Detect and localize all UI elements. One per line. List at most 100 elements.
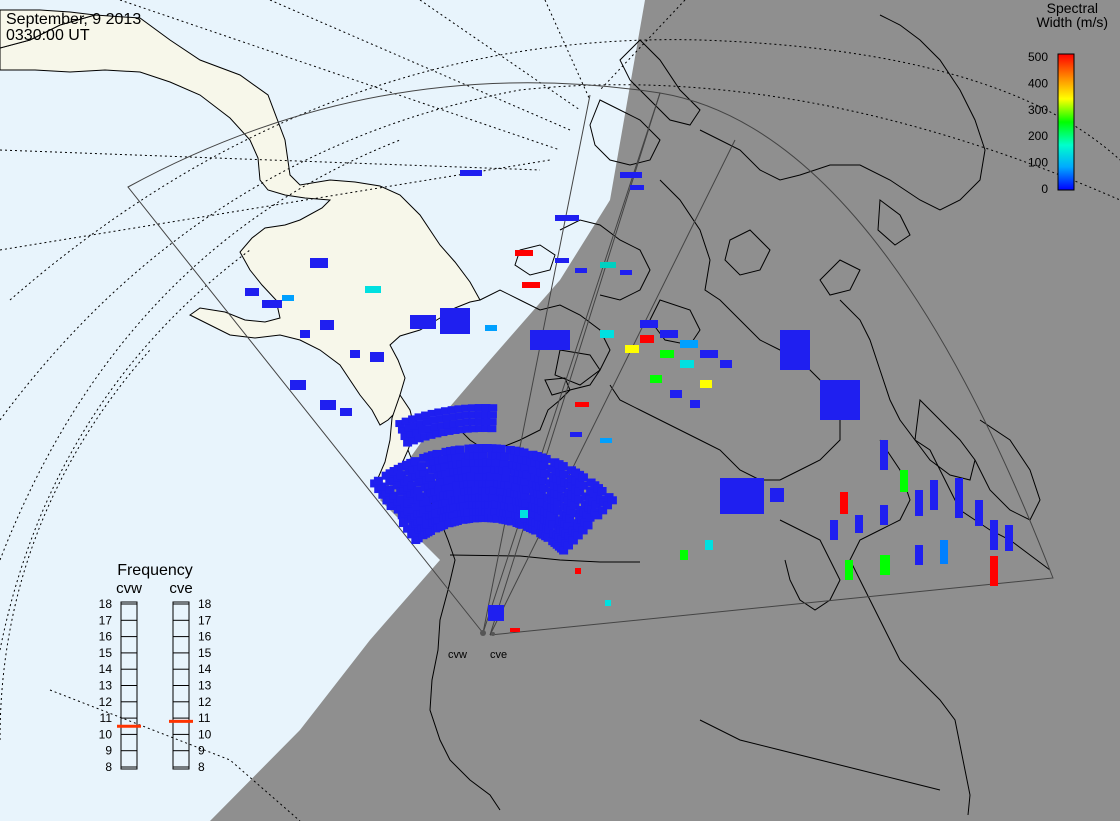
radar-echo-cell bbox=[575, 268, 587, 273]
radar-echo-cell bbox=[491, 500, 501, 509]
radar-echo-cell bbox=[454, 405, 464, 413]
radar-echo-cell bbox=[434, 485, 444, 494]
radar-echo-cell bbox=[459, 501, 469, 510]
radar-echo-cell bbox=[370, 352, 384, 362]
radar-echo-cell bbox=[410, 315, 436, 329]
radar-echo-cell bbox=[940, 540, 948, 564]
radar-echo-cell bbox=[440, 308, 470, 334]
radar-echo-cell bbox=[416, 420, 426, 428]
radar-echo-cell bbox=[410, 457, 420, 466]
radar-echo-cell bbox=[461, 458, 471, 467]
radar-echo-cell bbox=[425, 526, 435, 535]
time-label: 0330:00 UT bbox=[6, 27, 90, 44]
radar-echo-cell bbox=[482, 444, 492, 453]
frequency-marker-cvw bbox=[117, 724, 141, 728]
radar-echo-cell bbox=[444, 427, 454, 435]
radar-echo-cell bbox=[510, 628, 520, 632]
radar-echo-cell bbox=[845, 560, 853, 580]
radar-echo-cell bbox=[549, 512, 559, 521]
radar-echo-cell bbox=[700, 350, 718, 358]
radar-echo-cell bbox=[521, 499, 531, 508]
radar-echo-cell bbox=[505, 445, 515, 454]
radar-echo-cell bbox=[520, 514, 530, 523]
radar-echo-cell bbox=[412, 428, 422, 436]
radar-echo-cell bbox=[475, 425, 485, 433]
colorbar-tick-label: 200 bbox=[1028, 129, 1048, 143]
radar-echo-cell bbox=[539, 461, 549, 470]
frequency-tick-label: 18 bbox=[198, 597, 212, 611]
frequency-panel: Frequency cvw cve 18 18 17 17 16 16 15 15 14 14 13… bbox=[99, 562, 212, 774]
radar-echo-cell bbox=[426, 431, 436, 439]
radar-echo-cell bbox=[320, 400, 336, 410]
radar-echo-cell bbox=[591, 500, 601, 509]
radar-echo-cell bbox=[583, 521, 593, 530]
frequency-tick-label: 17 bbox=[99, 613, 113, 627]
frequency-marker-cve bbox=[169, 719, 193, 723]
radar-echo-cell bbox=[433, 515, 443, 524]
radar-echo-cell bbox=[975, 500, 983, 526]
radar-echo-cell bbox=[520, 463, 530, 472]
colorbar-tick-label: 400 bbox=[1028, 76, 1048, 90]
radar-echo-cell bbox=[262, 300, 282, 308]
radar-echo-cell bbox=[485, 325, 497, 331]
radar-echo-cell bbox=[478, 514, 488, 523]
radar-echo-cell bbox=[700, 380, 712, 388]
radar-echo-cell bbox=[320, 320, 334, 330]
radar-echo-cell bbox=[690, 400, 700, 408]
radar-echo-cell bbox=[350, 350, 360, 358]
radar-echo-cell bbox=[557, 535, 567, 544]
radar-echo-cell bbox=[408, 415, 418, 423]
radar-echo-cell bbox=[408, 437, 418, 445]
radar-echo-cell bbox=[640, 320, 658, 328]
radar-echo-cell bbox=[488, 493, 498, 502]
radar-echo-cell bbox=[395, 420, 405, 428]
radar-echo-cell bbox=[487, 444, 497, 453]
radar-echo-cell bbox=[585, 513, 595, 522]
radar-echo-cell bbox=[400, 433, 410, 441]
frequency-tick-label: 15 bbox=[198, 646, 212, 660]
radar-echo-cell bbox=[603, 501, 613, 510]
radar-echo-cell bbox=[515, 250, 533, 256]
radar-echo-cell bbox=[620, 172, 642, 178]
radar-echo-cell bbox=[541, 454, 551, 463]
radar-echo-cell bbox=[421, 411, 431, 419]
radar-echo-cell bbox=[558, 462, 568, 471]
radar-echo-cell bbox=[830, 520, 838, 540]
land-chukotka bbox=[0, 9, 96, 49]
radar-echo-cell bbox=[461, 465, 471, 474]
radar-echo-cell bbox=[414, 435, 424, 443]
radar-echo-cell bbox=[915, 545, 923, 565]
radar-echo-cell bbox=[461, 411, 471, 419]
radar-echo-cell bbox=[575, 402, 589, 407]
date-label: September, 9 2013 bbox=[6, 11, 141, 28]
radar-echo-cell bbox=[855, 515, 863, 533]
radar-label-cve: cve bbox=[490, 649, 507, 661]
radar-echo-cell bbox=[880, 555, 890, 575]
radar-echo-cell bbox=[442, 414, 452, 422]
radar-echo-cell bbox=[574, 487, 584, 496]
radar-echo-cell bbox=[543, 533, 553, 542]
radar-echo-cell bbox=[680, 340, 698, 348]
radar-echo-cell bbox=[520, 510, 528, 518]
frequency-tick-label: 17 bbox=[198, 613, 212, 627]
radar-echo-cell bbox=[597, 487, 607, 496]
radar-echo-cell bbox=[505, 495, 515, 504]
radar-echo-cell bbox=[422, 418, 432, 426]
radar-echo-cell bbox=[455, 445, 465, 454]
radar-echo-cell bbox=[506, 517, 516, 526]
radar-echo-cell bbox=[514, 447, 524, 456]
radar-echo-cell bbox=[553, 506, 563, 515]
radar-echo-cell bbox=[438, 429, 448, 437]
radar-site-cve bbox=[491, 632, 495, 636]
radar-echo-cell bbox=[462, 418, 472, 426]
radar-echo-cell bbox=[455, 412, 465, 420]
radar-echo-cell bbox=[463, 508, 473, 517]
radar-echo-cell bbox=[474, 404, 484, 412]
radar-echo-cell bbox=[455, 419, 465, 427]
radar-echo-cell bbox=[377, 482, 387, 491]
radar-echo-cell bbox=[563, 522, 573, 531]
radar-echo-cell bbox=[519, 448, 529, 457]
radar-echo-cell bbox=[449, 420, 459, 428]
radar-echo-cell bbox=[553, 498, 563, 507]
